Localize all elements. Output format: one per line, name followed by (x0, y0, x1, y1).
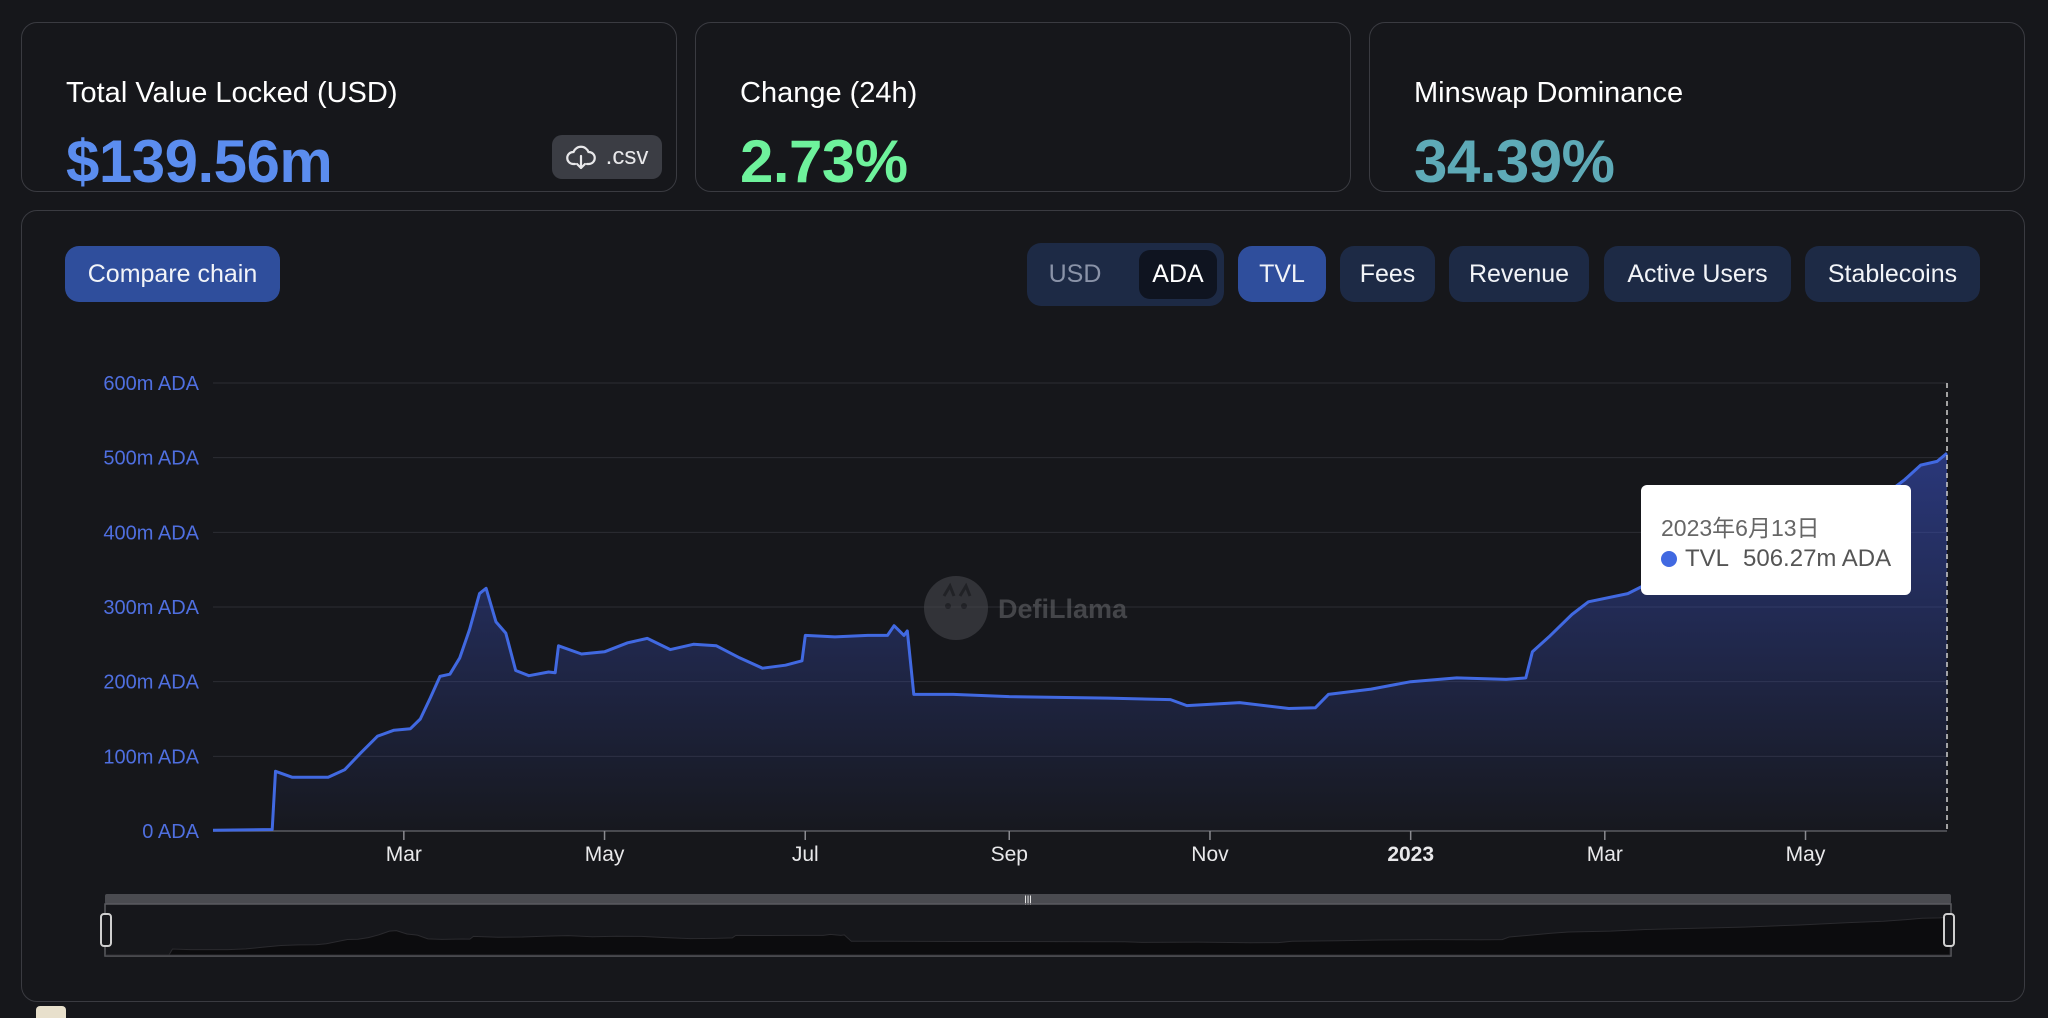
change-label: Change (24h) (740, 77, 918, 109)
tab-fees[interactable]: Fees (1340, 246, 1435, 302)
tvl-card: Total Value Locked (USD) $139.56m .csv (21, 22, 677, 195)
tooltip-series-name: TVL (1685, 545, 1730, 572)
dominance-value: 34.39% (1414, 128, 1615, 195)
tvl-label: Total Value Locked (USD) (66, 77, 398, 109)
tooltip-row: TVL 506.27m ADA (1661, 545, 1891, 573)
currency-toggle: USD ADA (1027, 243, 1224, 306)
tab-tvl[interactable]: TVL (1238, 246, 1326, 302)
download-csv-button[interactable]: .csv (552, 135, 662, 179)
currency-ada-option[interactable]: ADA (1139, 250, 1217, 299)
dominance-card: Minswap Dominance 34.39% (1369, 22, 2025, 195)
tooltip-date: 2023年6月13日 (1661, 515, 1820, 541)
compare-chain-button[interactable]: Compare chain (65, 246, 280, 302)
tvl-value: $139.56m (66, 128, 333, 195)
chart-tooltip: 2023年6月13日 TVL 506.27m ADA (1641, 485, 1911, 595)
change-value: 2.73% (740, 128, 908, 195)
tab-stablecoins[interactable]: Stablecoins (1805, 246, 1980, 302)
series-color-dot (1661, 551, 1677, 567)
cloud-download-icon (565, 145, 596, 170)
tab-active-users[interactable]: Active Users (1604, 246, 1791, 302)
csv-label: .csv (605, 143, 649, 170)
tooltip-value: 506.27m ADA (1743, 545, 1892, 572)
currency-usd-option[interactable]: USD (1048, 260, 1102, 288)
change-card: Change (24h) 2.73% (695, 22, 1351, 195)
dominance-label: Minswap Dominance (1414, 77, 1684, 109)
avatar (36, 1006, 66, 1018)
tab-revenue[interactable]: Revenue (1449, 246, 1589, 302)
chart-card (21, 210, 2025, 1002)
